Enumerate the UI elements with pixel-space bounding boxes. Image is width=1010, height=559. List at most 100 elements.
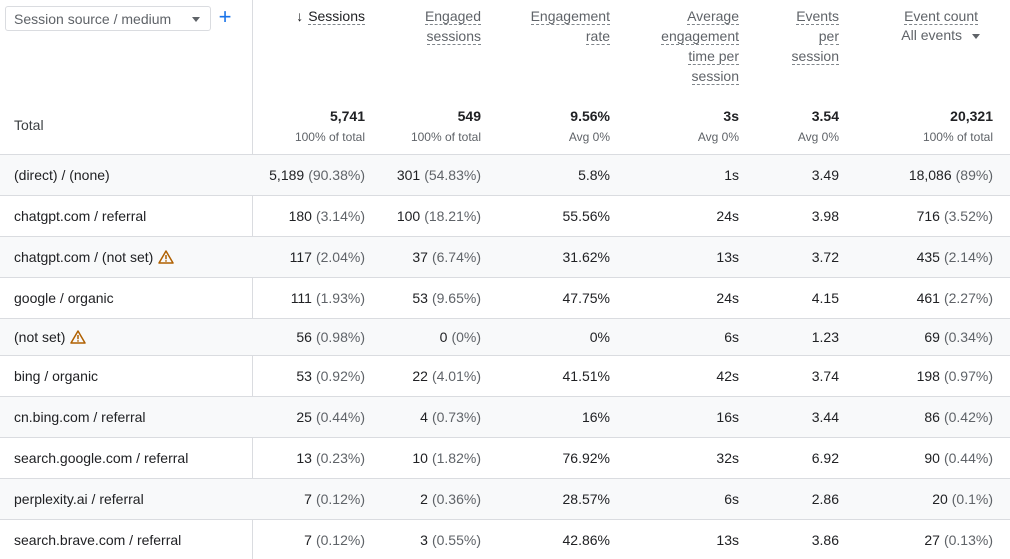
column-header-avg-engagement-time[interactable]: Average engagement time per session bbox=[661, 6, 739, 86]
cell-avg-engagement-time: 42s bbox=[716, 356, 739, 396]
cell-avg-engagement-time: 32s bbox=[716, 438, 739, 478]
table-row[interactable]: chatgpt.com / referral 180 (3.14%) 100 (18.2… bbox=[0, 195, 1010, 236]
table-row[interactable]: (direct) / (none) 5,189 (90.38%) 301 (54.83%… bbox=[0, 154, 1010, 195]
table-row[interactable]: (not set) 56 (0.98%) 0 (0%) 0% 6s 1.23 69 (0.34%) bbox=[0, 318, 1010, 355]
cell-percentage: (0.34%) bbox=[943, 329, 993, 345]
cell-percentage: (2.27%) bbox=[943, 290, 993, 306]
cell-value: 6s bbox=[724, 491, 739, 507]
cell-sessions: 25 (0.44%) bbox=[296, 397, 365, 437]
cell-dimension[interactable]: (direct) / (none) bbox=[14, 155, 110, 195]
cell-value: 6.92 bbox=[811, 450, 839, 466]
column-header-engagement-rate[interactable]: Engagement rate bbox=[530, 6, 610, 46]
cell-percentage: (0.36%) bbox=[431, 491, 481, 507]
event-filter-dropdown[interactable]: All events bbox=[901, 27, 980, 43]
cell-value: 117 bbox=[289, 249, 312, 265]
cell-sessions: 56 (0.98%) bbox=[296, 319, 365, 355]
cell-avg-engagement-time: 6s bbox=[724, 479, 739, 519]
cell-events-per-session: 3.72 bbox=[812, 237, 839, 277]
cell-dimension[interactable]: (not set) bbox=[14, 319, 87, 355]
header-event-count-label: Event count bbox=[904, 8, 978, 25]
table-row[interactable]: google / organic 111 (1.93%) 53 (9.65%) 47.75… bbox=[0, 277, 1010, 318]
total-sessions-sub: 100% of total bbox=[294, 130, 365, 144]
cell-events-per-session: 2.86 bbox=[812, 479, 839, 519]
cell-sessions: 180 (3.14%) bbox=[289, 196, 365, 236]
cell-percentage: (4.01%) bbox=[431, 368, 481, 384]
total-avg-time: 3s bbox=[723, 108, 739, 124]
cell-dimension[interactable]: cn.bing.com / referral bbox=[14, 397, 146, 437]
plus-icon: + bbox=[218, 4, 232, 29]
cell-percentage: (89%) bbox=[955, 167, 993, 183]
total-event-count: 20,321 bbox=[950, 108, 993, 124]
cell-engaged-sessions: 22 (4.01%) bbox=[412, 356, 481, 396]
cell-value: 31.62% bbox=[562, 249, 610, 265]
cell-event-count: 716 (3.52%) bbox=[917, 196, 993, 236]
cell-percentage: (0.1%) bbox=[951, 491, 993, 507]
cell-value: 5.8% bbox=[578, 167, 610, 183]
cell-events-per-session: 4.15 bbox=[812, 278, 839, 318]
cell-dimension[interactable]: search.google.com / referral bbox=[14, 438, 188, 478]
dimension-value: bing / organic bbox=[14, 368, 99, 384]
cell-value: 69 bbox=[924, 329, 940, 345]
cell-engaged-sessions: 100 (18.21%) bbox=[397, 196, 481, 236]
cell-events-per-session: 3.98 bbox=[812, 196, 839, 236]
cell-value: 0 bbox=[439, 329, 448, 345]
cell-value: 16s bbox=[716, 409, 739, 425]
column-header-engaged-sessions[interactable]: Engaged sessions bbox=[424, 6, 481, 46]
cell-events-per-session: 3.86 bbox=[812, 520, 839, 559]
header-line: sessions bbox=[426, 28, 481, 45]
cell-sessions: 13 (0.23%) bbox=[296, 438, 365, 478]
cell-percentage: (9.65%) bbox=[431, 290, 481, 306]
column-header-event-count[interactable]: Event count bbox=[904, 6, 978, 26]
warning-triangle-icon[interactable] bbox=[70, 330, 87, 344]
cell-avg-engagement-time: 16s bbox=[716, 397, 739, 437]
cell-value: 111 bbox=[290, 290, 312, 306]
cell-value: 198 bbox=[916, 368, 940, 384]
cell-dimension[interactable]: chatgpt.com / (not set) bbox=[14, 237, 175, 277]
cell-value: 2.86 bbox=[811, 491, 839, 507]
cell-dimension[interactable]: google / organic bbox=[14, 278, 114, 318]
cell-value: 20 bbox=[932, 491, 948, 507]
dimension-selector[interactable]: Session source / medium bbox=[5, 6, 211, 31]
cell-avg-engagement-time: 13s bbox=[716, 520, 739, 559]
cell-value: 435 bbox=[916, 249, 940, 265]
cell-event-count: 18,086 (89%) bbox=[909, 155, 993, 195]
cell-engagement-rate: 55.56% bbox=[563, 196, 610, 236]
column-header-sessions[interactable]: ↓ Sessions bbox=[291, 6, 365, 26]
column-divider bbox=[252, 0, 253, 559]
cell-engagement-rate: 47.75% bbox=[563, 278, 610, 318]
total-avg-time-sub: Avg 0% bbox=[697, 130, 739, 144]
cell-event-count: 69 (0.34%) bbox=[924, 319, 993, 355]
table-row[interactable]: perplexity.ai / referral 7 (0.12%) 2 (0.36%)… bbox=[0, 478, 1010, 519]
warning-triangle-icon[interactable] bbox=[158, 250, 175, 264]
cell-value: 27 bbox=[924, 531, 940, 548]
table-row[interactable]: search.google.com / referral 13 (0.23%) 10(… bbox=[0, 437, 1010, 478]
cell-sessions: 7 (0.12%) bbox=[304, 479, 365, 519]
header-line: Engagement bbox=[530, 8, 610, 25]
cell-avg-engagement-time: 24s bbox=[716, 278, 739, 318]
cell-sessions: 53 (0.92%) bbox=[296, 356, 365, 396]
table-row[interactable]: chatgpt.com / (not set) 117 (2.04%) 37 (6.74… bbox=[0, 236, 1010, 277]
cell-event-count: 198 (0.97%) bbox=[917, 356, 993, 396]
add-dimension-button[interactable]: + bbox=[216, 3, 234, 31]
dimension-value: cn.bing.com / referral bbox=[14, 409, 146, 425]
column-header-events-per-session[interactable]: Events per session bbox=[791, 6, 839, 66]
table-row[interactable]: bing / organic 53 (0.92%) 22 (4.01%) 41.51% 42… bbox=[0, 355, 1010, 396]
table-row[interactable]: search.brave.com / referral 7 (0.12%) 3 (0.5… bbox=[0, 519, 1010, 559]
arrow-down-icon: ↓ bbox=[296, 8, 304, 24]
cell-percentage: (0.44%) bbox=[315, 409, 365, 425]
table-row[interactable]: cn.bing.com / referral 25 (0.44%) 4 (0.73%) 1… bbox=[0, 396, 1010, 437]
cell-event-count: 90 (0.44%) bbox=[924, 438, 993, 478]
header-line: engagement bbox=[661, 28, 739, 45]
cell-dimension[interactable]: search.brave.com / referral bbox=[14, 520, 181, 559]
cell-engaged-sessions: 0 (0%) bbox=[440, 319, 481, 355]
cell-dimension[interactable]: chatgpt.com / referral bbox=[14, 196, 146, 236]
cell-dimension[interactable]: perplexity.ai / referral bbox=[14, 479, 144, 519]
total-events-per-session-sub: Avg 0% bbox=[797, 130, 839, 144]
cell-percentage: (6.74%) bbox=[431, 249, 481, 265]
cell-percentage: (0.97%) bbox=[943, 368, 993, 384]
cell-dimension[interactable]: bing / organic bbox=[14, 356, 98, 396]
cell-value: 4 bbox=[420, 409, 428, 425]
dimension-value: chatgpt.com / (not set) bbox=[14, 249, 154, 265]
cell-sessions: 5,189 (90.38%) bbox=[269, 155, 365, 195]
header-line: per bbox=[818, 28, 839, 45]
